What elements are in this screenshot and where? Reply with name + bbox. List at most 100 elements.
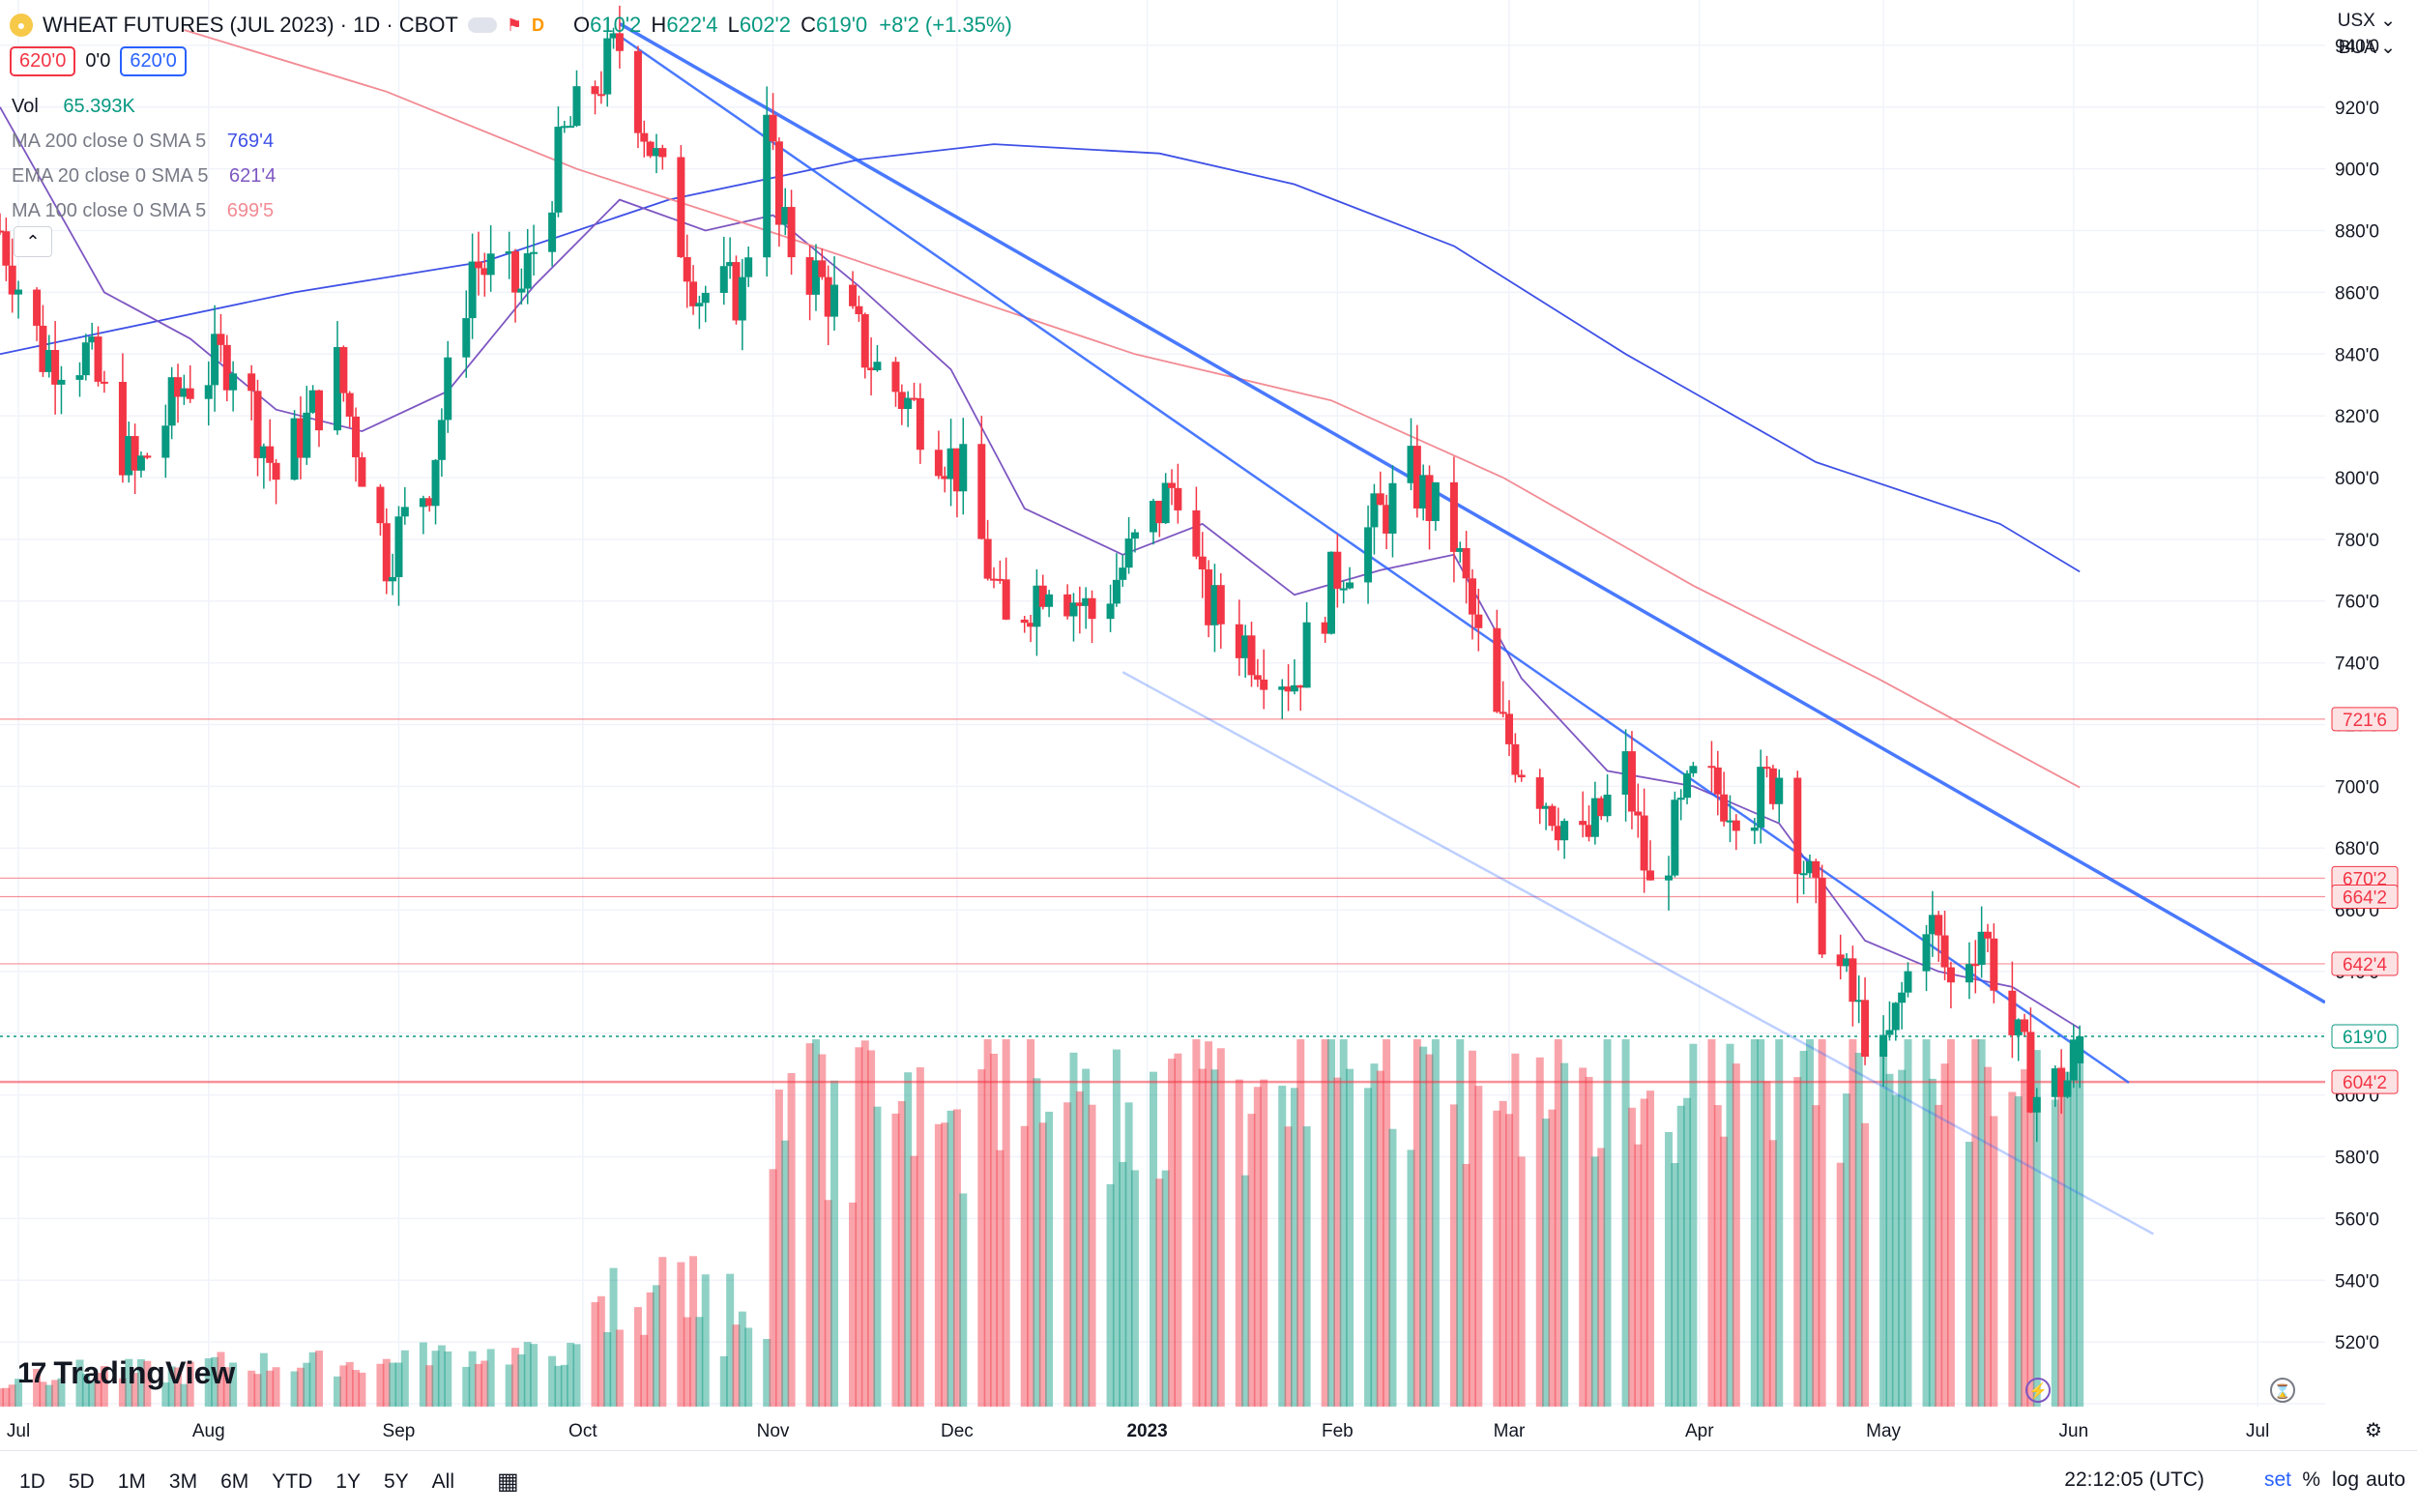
x-tick-label: Sep [383,1421,416,1441]
candle-body [805,257,814,295]
candle-body [1713,767,1722,795]
volume-bar [1818,1039,1826,1407]
timeframe-5y[interactable]: 5Y [383,1469,409,1493]
candle-body [486,253,495,276]
timeframe-1d[interactable]: 1D [19,1469,45,1493]
volume-bar [689,1256,698,1407]
candle-body [530,251,539,254]
candle-body [983,538,992,579]
volume-bar [211,1356,219,1407]
currency-selector[interactable]: USX ⌄ [2337,11,2396,31]
ema20-legend[interactable]: EMA 20 close 0 SMA 5 621'4 [12,165,277,187]
candle-body [1346,582,1354,589]
volume-bar [1645,1090,1654,1407]
candle-body [1805,860,1814,874]
ma100-legend[interactable]: MA 100 close 0 SMA 5 699'5 [12,200,275,221]
toggle-pill-icon[interactable] [467,17,497,33]
buy-button[interactable]: 620'0 [120,46,187,76]
auto-scale-toggle[interactable]: auto [2366,1468,2405,1491]
timeframe-ytd[interactable]: YTD [272,1469,313,1493]
volume-bar [1671,1163,1679,1407]
volume-bar [1861,1122,1870,1407]
volume-bar [1665,1131,1674,1407]
volume-bar [860,1040,869,1407]
volume-bar [394,1362,403,1407]
tradingview-logo[interactable]: 17 TradingView [17,1355,235,1391]
candle-body [959,444,968,492]
volume-legend[interactable]: Vol 65.393K [12,96,135,117]
utc-clock[interactable]: 22:12:05 (UTC) [2064,1468,2204,1491]
symbol-title[interactable]: WHEAT FUTURES (JUL 2023) · 1D · CBOT [43,13,458,37]
candle-body [1720,794,1729,822]
volume-bar [1247,1114,1256,1407]
candle-body [511,250,520,293]
low-value: 602'2 [739,13,791,37]
collapse-legend-button[interactable]: ⌃ [14,226,52,257]
candle-body [1063,594,1072,617]
candle-body [1726,820,1734,823]
volume-bar [652,1285,660,1407]
candle-body [1112,579,1121,604]
volume-bar [726,1273,735,1407]
volume-bar [1493,1110,1501,1407]
candle-body [468,261,477,319]
volume-bar [677,1262,685,1407]
volume-bar [248,1370,256,1407]
flag-icon[interactable]: ⚑ [506,15,523,35]
calendar-icon[interactable]: ▦ [497,1468,519,1495]
volume-bar [1364,1088,1373,1407]
volume-bar [1499,1100,1507,1407]
timeframe-1m[interactable]: 1M [117,1469,146,1493]
candle-body [400,507,409,517]
volume-bar [1689,1043,1698,1407]
candle-body [1757,767,1765,829]
candles [0,5,2084,1143]
y-tick-label: 740'0 [2335,654,2379,675]
candle-body [296,418,305,458]
volume-bar [1339,1039,1348,1407]
candle-body [1775,777,1784,804]
timeframe-3m[interactable]: 3M [168,1469,198,1493]
candle-body [1333,551,1342,590]
volume-bar [891,1113,900,1407]
candle-body [891,362,900,393]
candle-body [867,367,876,371]
candle-body [1683,772,1692,799]
volume-bar [314,1351,323,1407]
x-tick-label: 2023 [1126,1421,1167,1441]
timeframe-6m[interactable]: 6M [220,1469,249,1493]
unit-selector[interactable]: BUA ⌄ [2338,38,2396,58]
wheat-symbol-icon[interactable]: ● [10,14,33,37]
sell-button[interactable]: 620'0 [10,46,76,76]
percent-scale-toggle[interactable]: % [2302,1468,2320,1491]
volume-bar [1585,1076,1593,1407]
volume-bar [296,1367,305,1407]
volume-bar [100,1366,108,1407]
y-tick-label: 920'0 [2335,99,2379,119]
candle-body [1768,768,1777,804]
candle-body [897,392,906,410]
settlement-toggle[interactable]: set [2263,1468,2291,1491]
candle-body [1665,875,1674,881]
volume-bar [1885,1073,1894,1407]
timeframe-1y[interactable]: 1Y [335,1469,361,1493]
volume-bar [1621,1039,1630,1407]
log-scale-toggle[interactable]: log [2331,1468,2359,1491]
candle-body [763,114,772,258]
x-tick-label: May [1866,1421,1901,1441]
volume-bar [505,1364,513,1407]
y-tick-label: 840'0 [2335,345,2379,365]
candle-body [425,498,434,507]
volume-bar [910,1155,918,1407]
timeframe-5d[interactable]: 5D [68,1469,95,1493]
volume-bar [1290,1088,1298,1407]
volume-bar [444,1351,452,1407]
timeframe-all[interactable]: All [431,1469,454,1493]
volume-bar [15,1379,23,1407]
candle-body [1174,487,1182,510]
volume-bar [1474,1086,1483,1407]
ma200-legend[interactable]: MA 200 close 0 SMA 5 769'4 [12,131,275,152]
price-chart[interactable]: 520'0540'0560'0580'0600'0620'0640'0660'0… [0,0,2417,1450]
volume-bar [1296,1039,1305,1407]
volume-bar [1560,1062,1569,1407]
